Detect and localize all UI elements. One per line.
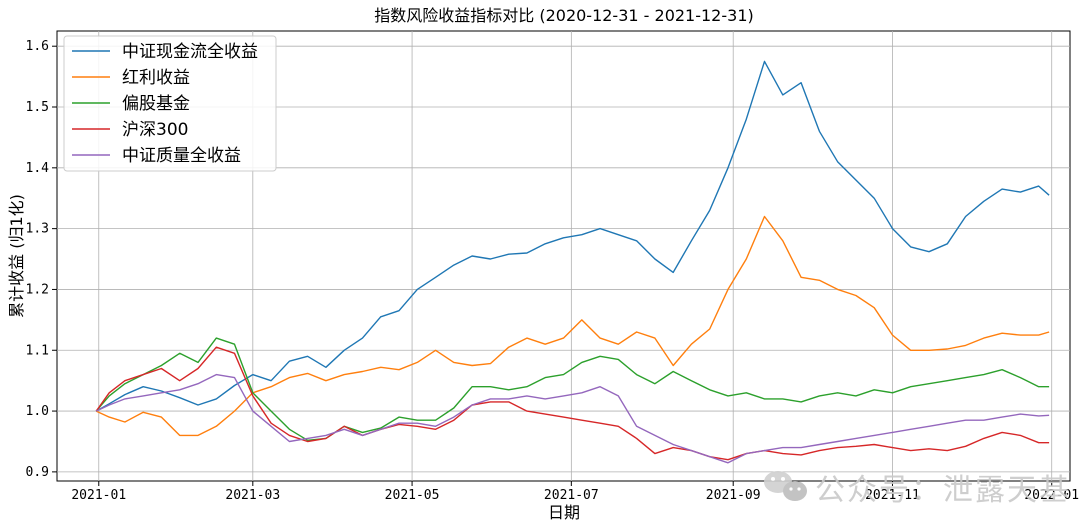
y-tick-label: 0.9: [26, 465, 49, 480]
series-line-1: [95, 60, 1050, 412]
legend-label: 偏股基金: [122, 94, 190, 114]
chart-title: 指数风险收益指标对比 (2020-12-31 - 2021-12-31): [374, 6, 754, 25]
legend-label: 红利收益: [122, 68, 190, 88]
x-tick-label: 2021-05: [385, 488, 440, 503]
x-tick-label: 2021-11: [865, 488, 920, 503]
x-tick-label: 2021-07: [544, 488, 599, 503]
watermark-text: 公众号：泄露天基: [815, 473, 1071, 508]
y-tick-label: 1.3: [26, 222, 49, 237]
y-tick-label: 1.0: [26, 404, 49, 419]
x-tick-label: 2021-01: [71, 488, 126, 503]
x-tick-label: 2021-03: [225, 488, 280, 503]
series-line-4: [95, 346, 1050, 461]
y-tick-label: 1.6: [26, 39, 49, 54]
legend-box: [63, 35, 277, 172]
series-line-2: [95, 215, 1050, 437]
y-axis-label: 累计收益 (归1化): [7, 194, 26, 318]
x-tick-label: 2022-01: [1024, 488, 1079, 503]
y-tick-label: 1.2: [26, 282, 49, 297]
legend-label: 中证现金流全收益: [122, 42, 258, 62]
watermark: 公众号：泄露天基: [764, 471, 1071, 508]
wechat-icon: [764, 471, 807, 501]
x-axis-label: 日期: [548, 503, 580, 522]
y-tick-label: 1.1: [26, 343, 49, 358]
series-line-3: [95, 337, 1050, 441]
x-axis: 2021-01 2021-03 2021-05 2021-07 2021-09 2021-…: [71, 481, 1079, 503]
legend-label: 沪深300: [122, 120, 188, 140]
y-tick-label: 1.4: [26, 161, 50, 176]
y-axis: 0.9 1.0 1.1 1.2 1.3 1.4 1.5 1.6: [26, 39, 57, 480]
legend-label: 中证质量全收益: [122, 146, 241, 166]
x-tick-label: 2021-09: [706, 488, 761, 503]
y-tick-label: 1.5: [26, 100, 49, 115]
series-line-5: [95, 373, 1050, 464]
series-layer: [95, 60, 1050, 464]
